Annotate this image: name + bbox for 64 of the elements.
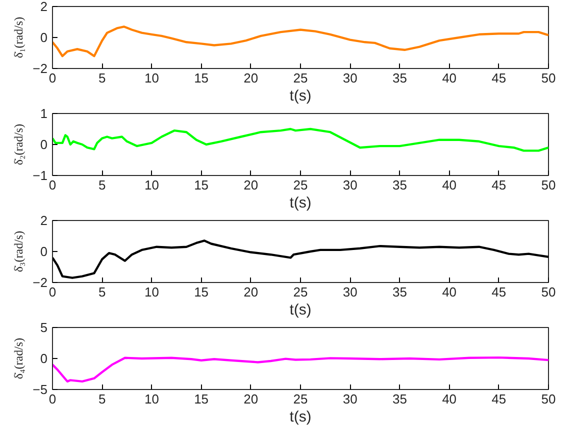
y-tick-label: 0 [40, 244, 48, 259]
x-tick-label: 15 [194, 392, 209, 406]
x-tick-label: 45 [492, 70, 506, 86]
x-tick-label: 15 [194, 284, 209, 300]
x-tick-label: 40 [442, 178, 457, 192]
y-tick-label: 0 [40, 30, 48, 45]
x-tick-label: 10 [144, 178, 159, 192]
x-tick-label: 45 [492, 392, 506, 406]
x-axis-title: t(s) [290, 194, 312, 212]
line-series [52, 128, 548, 152]
x-axis-title: t(s) [290, 88, 312, 104]
x-tick-label: 35 [392, 392, 407, 406]
x-tick-label: 30 [342, 392, 358, 406]
y-tick-label: 5 [40, 320, 48, 335]
x-tick-label: 45 [492, 178, 506, 192]
y-tick-label: −2 [32, 61, 48, 76]
x-tick-label: 35 [392, 284, 407, 300]
y-axis-title: δ̇₄(rad/s) [12, 338, 26, 380]
x-tick-label: 50 [541, 70, 556, 86]
x-tick-label: 35 [392, 178, 407, 192]
y-tick-label: −1 [32, 168, 48, 183]
x-tick-label: 50 [541, 284, 556, 300]
x-tick-label: 25 [293, 392, 308, 406]
y-axis-title: δ̇₁(rad/s) [12, 16, 26, 58]
x-tick-label: 20 [244, 178, 258, 192]
y-tick-label: 0 [40, 137, 48, 152]
y-tick-label: −5 [32, 382, 48, 397]
x-tick-label: 5 [98, 70, 106, 86]
x-tick-label: 40 [442, 70, 457, 86]
x-tick-label: 20 [244, 392, 258, 406]
x-axis-title: t(s) [290, 302, 312, 318]
x-tick-label: 10 [144, 284, 159, 300]
line-series [52, 26, 548, 58]
y-tick-label: −2 [32, 275, 48, 290]
x-tick-label: 50 [541, 392, 556, 406]
x-axis-title: t(s) [290, 408, 312, 426]
x-tick-label: 40 [442, 392, 457, 406]
x-tick-label: 50 [541, 178, 556, 192]
y-tick-label: 2 [40, 0, 48, 14]
x-tick-label: 30 [342, 178, 358, 192]
x-tick-label: 5 [98, 392, 106, 406]
y-axis-title: δ̇₂(rad/s) [12, 124, 26, 166]
y-tick-label: 1 [40, 106, 48, 121]
x-tick-label: 35 [392, 70, 407, 86]
x-tick-label: 15 [194, 70, 209, 86]
y-axis-title: δ̇₃(rad/s) [12, 230, 26, 272]
x-tick-label: 30 [342, 70, 358, 86]
x-tick-label: 25 [293, 70, 308, 86]
x-tick-label: 5 [98, 284, 106, 300]
x-tick-label: 5 [98, 178, 106, 192]
y-tick-label: 2 [40, 213, 48, 228]
x-tick-label: 45 [492, 284, 506, 300]
y-tick-label: 0 [40, 351, 48, 366]
line-series [52, 356, 548, 383]
x-tick-label: 25 [293, 178, 308, 192]
x-tick-label: 15 [194, 178, 209, 192]
x-tick-label: 20 [244, 70, 258, 86]
x-tick-label: 10 [144, 392, 159, 406]
x-tick-label: 40 [442, 284, 457, 300]
x-tick-label: 10 [144, 70, 159, 86]
line-series [52, 240, 548, 279]
x-tick-label: 20 [244, 284, 258, 300]
x-tick-label: 30 [342, 284, 358, 300]
x-tick-label: 25 [293, 284, 308, 300]
